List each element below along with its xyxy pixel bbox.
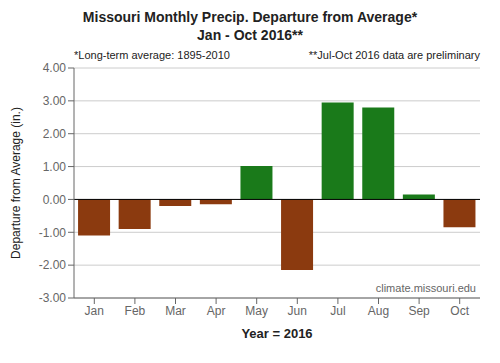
svg-text:1.00: 1.00	[43, 160, 67, 174]
svg-text:-1.00: -1.00	[39, 226, 67, 240]
svg-text:Feb: Feb	[125, 304, 146, 318]
svg-text:Aug: Aug	[368, 304, 389, 318]
svg-text:-2.00: -2.00	[39, 258, 67, 272]
html-text:**Jul-Oct 2016 data are prelim: **Jul-Oct 2016 data are preliminary	[308, 49, 480, 61]
svg-text:Sep: Sep	[408, 304, 430, 318]
svg-text:0.00: 0.00	[43, 193, 67, 207]
svg-text:Jul: Jul	[330, 304, 345, 318]
html-text:Missouri Monthly Precip. Depar: Missouri Monthly Precip. Departure from …	[82, 9, 418, 25]
svg-text:Jan: Jan	[85, 304, 104, 318]
svg-text:Apr: Apr	[207, 304, 226, 318]
svg-text:Mar: Mar	[165, 304, 186, 318]
html-text:Jan - Oct 2016**: Jan - Oct 2016**	[197, 27, 303, 43]
svg-text:Oct: Oct	[450, 304, 469, 318]
html-text:*Long-term average: 1895-2010: *Long-term average: 1895-2010	[74, 49, 230, 61]
svg-text:3.00: 3.00	[43, 94, 67, 108]
svg-text:Year = 2016: Year = 2016	[241, 326, 312, 341]
svg-text:4.00: 4.00	[43, 62, 67, 75]
svg-text:Jun: Jun	[288, 304, 307, 318]
svg-text:-3.00: -3.00	[39, 291, 67, 305]
svg-text:2.00: 2.00	[43, 127, 67, 141]
html-text:climate.missouri.edu: climate.missouri.edu	[375, 282, 476, 294]
svg-text:May: May	[245, 304, 268, 318]
svg-text:Departure from Average (in.): Departure from Average (in.)	[9, 107, 23, 259]
